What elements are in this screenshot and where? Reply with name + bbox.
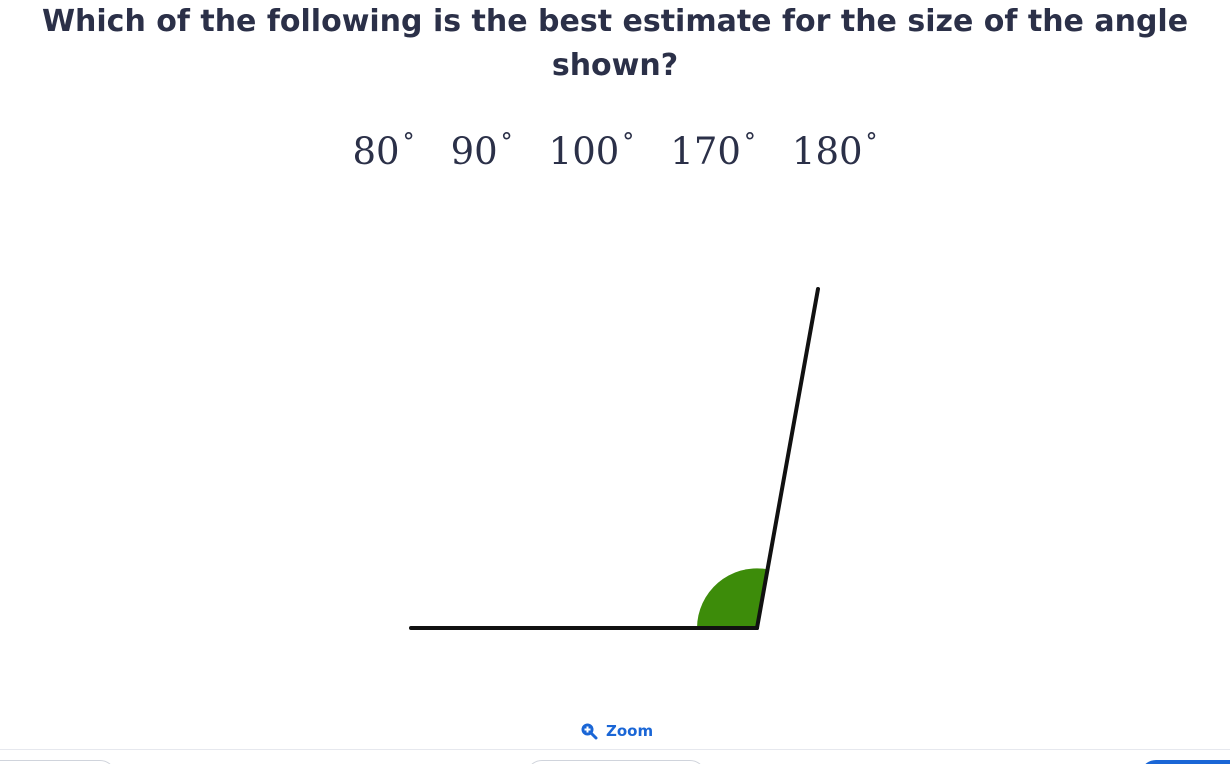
zoom-label: Zoom: [606, 722, 654, 740]
footer-divider: [0, 749, 1230, 750]
question-text: Which of the following is the best estim…: [41, 4, 1189, 83]
option-90: 90 °: [450, 128, 513, 173]
answer-options: 80 ° 90 ° 100 ° 170 ° 180 °: [0, 128, 1230, 173]
angle-upper-ray: [755, 287, 820, 630]
zoom-button[interactable]: Zoom: [580, 722, 653, 740]
option-180: 180 °: [791, 128, 878, 173]
option-100: 100 °: [548, 128, 635, 173]
option-170: 170 °: [670, 128, 756, 173]
angle-marker: [697, 568, 766, 628]
footer-right-button[interactable]: [1140, 760, 1230, 764]
footer-left-button[interactable]: [0, 760, 116, 764]
footer-middle-button[interactable]: [526, 760, 706, 764]
option-80: 80 °: [352, 128, 415, 173]
zoom-in-icon: [581, 723, 598, 740]
